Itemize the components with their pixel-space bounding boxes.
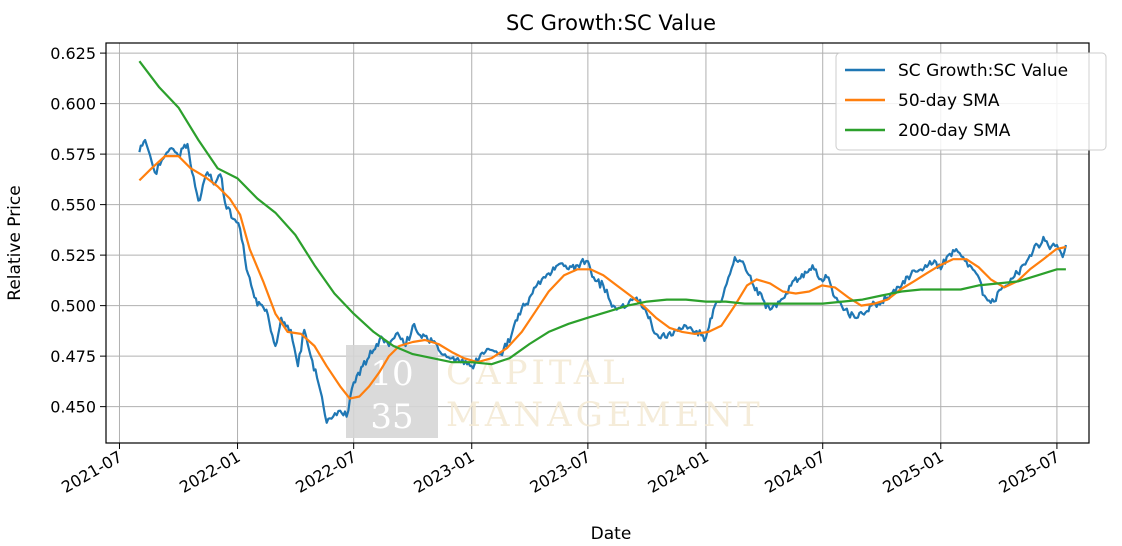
x-axis: 2021-07 2022-01 2022-07 2023-01 2023-07 2024-…	[58, 443, 1063, 497]
grid	[106, 43, 1089, 443]
watermark-logo-box	[346, 345, 438, 438]
y-tick-label: 0.575	[50, 145, 96, 164]
x-tick-label: 2024-07	[761, 447, 828, 497]
x-tick-label: 2025-07	[996, 447, 1063, 497]
x-tick-label: 2023-01	[410, 447, 477, 497]
y-tick-label: 0.475	[50, 347, 96, 366]
x-tick-label: 2025-01	[879, 447, 946, 497]
series-line-sc-growth-sc-value	[138, 138, 1067, 424]
chart-title: SC Growth:SC Value	[506, 11, 716, 35]
y-axis: 0.450 0.475 0.500 0.525 0.550 0.575 0.600 0.625	[50, 44, 106, 417]
legend-label-50-day-sma: 50-day SMA	[898, 91, 1000, 111]
y-tick-label: 0.550	[50, 196, 96, 215]
y-tick-label: 0.625	[50, 44, 96, 63]
x-axis-label: Date	[591, 524, 632, 544]
legend-box	[835, 52, 1107, 151]
watermark: 10 35 CAPITAL MANAGEMENT	[346, 345, 764, 438]
x-tick-label: 2023-07	[526, 447, 593, 497]
y-tick-label: 0.500	[50, 297, 96, 316]
series-line-50-day-sma	[138, 155, 1067, 400]
x-tick-label: 2021-07	[58, 447, 125, 497]
plot-frame	[105, 42, 1090, 444]
y-tick-label: 0.450	[50, 398, 96, 417]
watermark-logo-bottom: 35	[370, 397, 413, 437]
legend-label-sc-growth-sc-value: SC Growth:SC Value	[898, 61, 1068, 81]
x-tick-label: 2022-07	[292, 447, 359, 497]
legend-label-200-day-sma: 200-day SMA	[898, 121, 1011, 141]
watermark-line1: CAPITAL	[446, 353, 629, 393]
y-tick-label: 0.525	[50, 246, 96, 265]
y-tick-label: 0.600	[50, 95, 96, 114]
y-axis-label: Relative Price	[5, 185, 25, 300]
x-tick-label: 2022-01	[176, 447, 243, 497]
watermark-line2: MANAGEMENT	[446, 395, 764, 435]
legend: SC Growth:SC Value 50-day SMA 200-day SM…	[835, 52, 1107, 151]
x-tick-label: 2024-01	[645, 447, 712, 497]
series-layer	[138, 60, 1067, 424]
series-line-200-day-sma	[138, 60, 1066, 366]
